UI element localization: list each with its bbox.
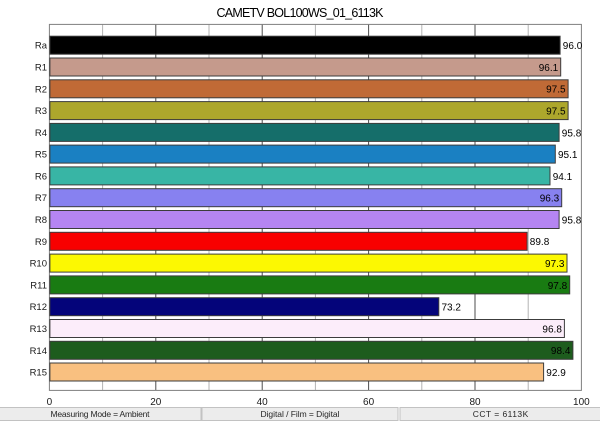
svg-text:R14: R14 xyxy=(30,346,47,357)
svg-text:95.8: 95.8 xyxy=(562,128,582,139)
svg-text:R3: R3 xyxy=(35,106,47,117)
svg-text:97.5: 97.5 xyxy=(546,107,566,118)
svg-text:R7: R7 xyxy=(35,193,47,204)
svg-text:96.3: 96.3 xyxy=(540,194,560,205)
svg-text:100: 100 xyxy=(573,397,590,408)
svg-text:R6: R6 xyxy=(35,171,47,182)
svg-text:Measuring Mode = Ambient: Measuring Mode = Ambient xyxy=(51,409,151,419)
svg-text:80: 80 xyxy=(469,397,481,408)
svg-text:92.9: 92.9 xyxy=(546,368,566,379)
svg-text:R11: R11 xyxy=(30,280,47,291)
svg-text:60: 60 xyxy=(363,397,375,408)
svg-text:Ra: Ra xyxy=(35,41,48,52)
svg-text:20: 20 xyxy=(150,397,162,408)
svg-text:98.4: 98.4 xyxy=(551,346,571,357)
svg-text:R15: R15 xyxy=(30,368,47,379)
svg-text:97.8: 97.8 xyxy=(548,281,568,292)
svg-text:89.8: 89.8 xyxy=(530,237,550,248)
svg-text:R13: R13 xyxy=(30,324,47,335)
svg-text:R2: R2 xyxy=(35,84,47,95)
svg-text:96.0: 96.0 xyxy=(563,41,583,52)
svg-text:R1: R1 xyxy=(35,63,47,74)
svg-text:97.5: 97.5 xyxy=(546,85,566,96)
svg-text:40: 40 xyxy=(257,397,269,408)
svg-text:95.1: 95.1 xyxy=(558,150,578,161)
svg-text:CAMETV BOL100WS_01_6113K: CAMETV BOL100WS_01_6113K xyxy=(217,6,385,20)
svg-text:R5: R5 xyxy=(35,150,47,161)
svg-text:95.8: 95.8 xyxy=(562,215,582,226)
svg-text:0: 0 xyxy=(47,397,53,408)
svg-text:96.1: 96.1 xyxy=(539,63,559,74)
svg-text:R12: R12 xyxy=(30,302,47,313)
svg-text:R4: R4 xyxy=(35,128,47,139)
svg-text:96.8: 96.8 xyxy=(542,324,562,335)
svg-text:94.1: 94.1 xyxy=(553,172,573,183)
svg-text:97.3: 97.3 xyxy=(545,259,565,270)
svg-text:73.2: 73.2 xyxy=(442,303,462,314)
svg-text:R8: R8 xyxy=(35,215,47,226)
svg-text:R10: R10 xyxy=(30,259,47,270)
svg-text:Digital / Film = Digital: Digital / Film = Digital xyxy=(261,409,340,419)
svg-text:R9: R9 xyxy=(35,237,47,248)
svg-text:CCT = 6113K: CCT = 6113K xyxy=(473,409,529,419)
